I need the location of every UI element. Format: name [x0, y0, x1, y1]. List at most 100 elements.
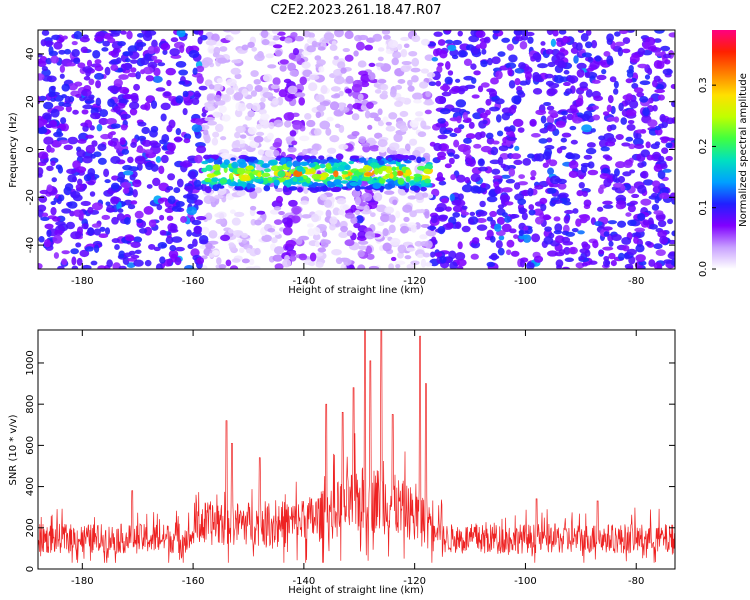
spectrogram-cell [267, 64, 277, 69]
spectrogram-cell [250, 70, 259, 78]
spectrogram-cell [85, 134, 95, 139]
spectrogram-cell [313, 128, 322, 136]
spectrogram-cell [394, 84, 403, 90]
spectrogram-cell [635, 254, 646, 262]
spectrogram-cell [366, 101, 374, 109]
spectrogram-cell [424, 54, 434, 62]
spectrogram-cell [462, 111, 468, 120]
spectrogram-cell [546, 105, 555, 111]
spectrogram-cell [262, 91, 274, 99]
spectrogram-cell [450, 107, 462, 113]
spectrogram-cell [514, 145, 520, 152]
spectrogram-cell [173, 187, 181, 194]
spectrogram-cell [222, 30, 233, 33]
spectrogram-cell [38, 195, 48, 203]
spectrogram-cell [130, 92, 139, 101]
spectrogram-cell [249, 205, 257, 211]
spectrogram-cell [70, 231, 82, 240]
spectrogram-cell [424, 163, 434, 170]
spectrogram-cell [299, 135, 310, 142]
spectrogram-cell [647, 119, 658, 128]
spectrogram-cell [46, 184, 53, 193]
spectrogram-cell [625, 78, 633, 84]
spectrogram-cell [622, 171, 632, 177]
spectrogram-cell [459, 50, 468, 58]
colorbar-tick-label: 0.1 [698, 200, 709, 216]
spectrogram-cell [420, 186, 427, 192]
spectrogram-cell [344, 54, 354, 62]
spectrogram-cell [251, 46, 257, 52]
spectrogram-cell [153, 67, 161, 77]
spectrogram-cell [90, 112, 101, 120]
spectrogram-cell [204, 185, 212, 194]
spectrogram-cell [404, 154, 409, 159]
spectrogram-cell [382, 116, 389, 124]
spectrogram-cell [148, 219, 157, 228]
spectrogram-cell [41, 212, 49, 218]
spectrogram-cell [544, 73, 554, 79]
spectrogram-cell [196, 257, 205, 265]
spectrogram-cell [186, 229, 192, 237]
spectrogram-cell [509, 228, 517, 234]
spectrogram-cell [627, 119, 635, 125]
spectrogram-cell [136, 148, 147, 154]
spectrogram-cell [307, 187, 316, 191]
spectrogram-cell [656, 60, 665, 70]
spectrogram-cell [353, 50, 359, 57]
spectrogram-cell [261, 39, 270, 46]
spectrogram-cell [150, 100, 158, 109]
spectrogram-cell [308, 168, 316, 173]
spectrogram-cell [174, 246, 185, 252]
spectrogram-cell [453, 154, 460, 160]
spectrogram-cell [592, 240, 599, 249]
spectrogram-cell [148, 243, 156, 250]
spectrogram-cell [289, 130, 297, 137]
spectrogram-cell [64, 95, 71, 104]
spectrogram-cell [425, 229, 437, 237]
spectrogram-cell [374, 132, 383, 139]
spectrogram-cell [265, 53, 275, 59]
spectrogram-cell [297, 186, 304, 193]
spectrogram-cell [62, 35, 68, 40]
spectrogram-cell [358, 245, 367, 251]
spectrogram-cell [341, 186, 349, 190]
spectrogram-cell [380, 213, 390, 223]
spectrogram-cell [564, 257, 575, 263]
spectrogram-cell [40, 216, 50, 221]
spectrogram-cell [308, 32, 315, 39]
spectrogram-cell [622, 94, 634, 101]
spectrogram-cell [286, 218, 293, 228]
chart-title: C2E2.2023.261.18.47.R07 [270, 3, 441, 18]
spectrogram-cell [440, 85, 451, 91]
spectrogram-cell [437, 117, 446, 124]
spectrogram-cell [97, 265, 107, 269]
spectrogram-cell [220, 136, 227, 141]
spectrogram-cell [229, 209, 236, 214]
spectrogram-cell [414, 117, 424, 122]
spectrogram-cell [45, 57, 52, 65]
spectrogram-cell [103, 168, 110, 178]
spectrogram-cell [45, 124, 53, 129]
spectrogram-cell [485, 132, 494, 140]
spectrogram-cell [44, 223, 54, 230]
spectrogram-cell [434, 206, 445, 213]
spectrogram-cell [568, 170, 579, 179]
spectrogram-cell [41, 66, 48, 72]
spectrogram-cell [414, 192, 425, 201]
spectrogram-cell [82, 104, 94, 110]
spectrogram-cell [504, 215, 512, 223]
spectrogram-cell [168, 119, 176, 129]
spectrogram-cell [49, 147, 55, 153]
spectrogram-cell [124, 58, 131, 63]
spectrogram-cell [486, 216, 494, 222]
spectrogram-cell [138, 227, 148, 234]
spectrogram-cell [539, 127, 549, 134]
spectrogram-cell [654, 51, 663, 57]
spectrogram-cell [590, 128, 596, 133]
spectrogram-cell [434, 252, 443, 257]
spectrogram-cell [314, 186, 324, 192]
spectrogram-cell [593, 95, 604, 102]
spectrogram-cell [325, 209, 332, 218]
spectrogram-cell [134, 210, 144, 219]
